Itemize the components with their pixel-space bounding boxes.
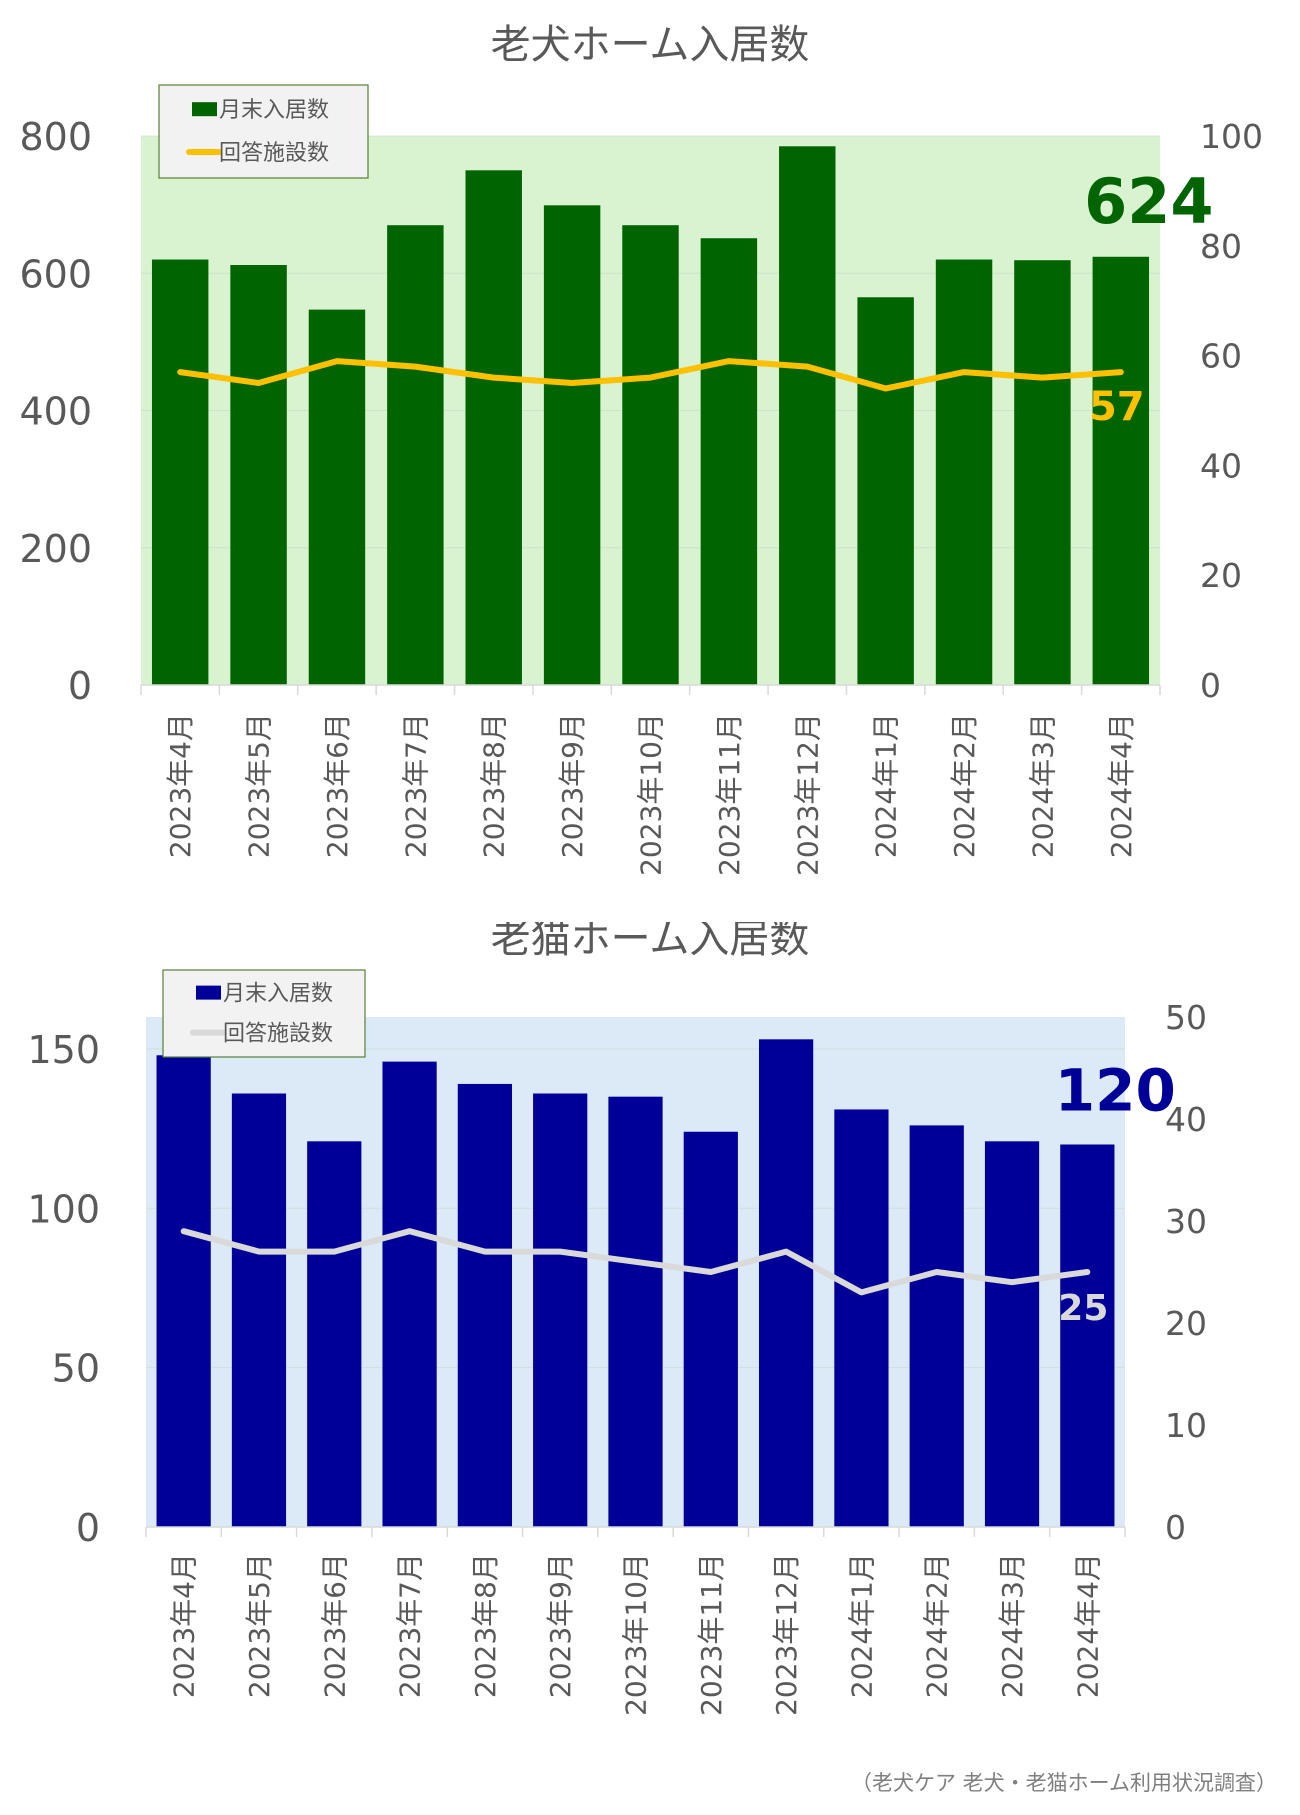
x-axis-tick-label: 2023年8月 (478, 713, 511, 858)
bar-6 (543, 205, 601, 685)
legend-swatch-bar (196, 985, 221, 1000)
bar-2 (231, 1093, 287, 1527)
legend-label-line: 回答施設数 (219, 141, 329, 166)
bar-13 (1060, 1144, 1115, 1527)
x-axis-tick-label: 2024年2月 (921, 1553, 954, 1698)
bar-8 (700, 238, 758, 685)
x-axis-tick-label: 2023年6月 (321, 713, 354, 858)
x-axis-tick-label: 2023年12月 (791, 713, 824, 876)
x-axis-tick-label: 2023年11月 (695, 1553, 728, 1716)
left-axis-tick-label: 400 (19, 390, 92, 434)
legend-label-line: 回答施設数 (223, 1022, 333, 1047)
left-axis-tick-label: 0 (76, 1506, 100, 1550)
left-axis-tick-label: 800 (19, 115, 92, 159)
chart-title: 老犬ホーム入居数 (491, 22, 810, 68)
dog-home-chart: 老犬ホーム入居数 0 200 400 600 800 0 20 40 60 80 100 2023年4月… (19, 22, 1263, 876)
bar-12 (984, 1141, 1040, 1527)
left-axis-tick-label: 0 (68, 664, 92, 708)
x-axis-tick-label: 2024年1月 (870, 713, 903, 858)
right-axis-tick-label: 80 (1200, 227, 1242, 266)
right-axis-tick-label: 0 (1200, 666, 1221, 705)
bar-11 (909, 1125, 964, 1527)
bar-3 (307, 1141, 362, 1527)
x-axis-tick-label: 2023年5月 (243, 1553, 276, 1698)
right-axis-tick-label: 10 (1165, 1406, 1207, 1445)
x-axis-tick-label: 2024年2月 (948, 713, 981, 858)
x-axis-tick-label: 2023年10月 (620, 1553, 653, 1716)
bar-2 (230, 265, 287, 685)
bar-10 (834, 1109, 889, 1527)
bar-5 (465, 170, 522, 685)
right-axis-tick-label: 20 (1200, 556, 1242, 595)
legend-box (162, 969, 366, 1058)
right-axis-tick-label: 20 (1165, 1304, 1207, 1343)
x-axis-tick-label: 2023年8月 (469, 1553, 502, 1698)
chart-title: 老猫ホーム入居数 (491, 916, 810, 962)
bar-1 (151, 259, 209, 685)
bar-9 (779, 146, 836, 685)
bar-9 (759, 1039, 814, 1527)
cat-home-chart: 老猫ホーム入居数 0 50 100 150 0 10 20 30 40 50 2023年4月 2023年… (27, 916, 1207, 1716)
x-axis-tick-label: 2024年1月 (845, 1553, 878, 1698)
right-axis-tick-label: 40 (1165, 1100, 1207, 1139)
bar-4 (382, 1061, 437, 1527)
last-line-data-label: 57 (1089, 384, 1145, 430)
x-axis-tick-label: 2023年4月 (168, 1553, 201, 1698)
last-bar-data-label: 624 (1084, 165, 1213, 238)
legend-label-bar: 月末入居数 (223, 982, 333, 1007)
x-axis-tick-label: 2023年10月 (635, 713, 668, 876)
last-bar-data-label: 120 (1055, 1057, 1176, 1125)
x-axis-tick-label: 2023年7月 (399, 713, 432, 858)
left-axis-tick-label: 200 (19, 527, 92, 571)
x-axis-tick-label: 2023年7月 (394, 1553, 427, 1698)
left-axis-tick-label: 100 (27, 1187, 100, 1231)
x-axis-tick-label: 2024年3月 (996, 1553, 1029, 1698)
bar-5 (457, 1083, 512, 1527)
left-axis-tick-label: 50 (52, 1347, 100, 1391)
x-axis-tick-label: 2024年3月 (1026, 713, 1059, 858)
bar-10 (857, 297, 914, 685)
right-axis-tick-label: 0 (1165, 1508, 1186, 1547)
x-axis-tick-label: 2024年4月 (1105, 713, 1138, 858)
x-axis-tick-label: 2023年6月 (318, 1553, 351, 1698)
right-axis-tick-label: 100 (1200, 117, 1263, 156)
x-axis-tick-label: 2023年5月 (243, 713, 276, 858)
x-axis-tick-label: 2023年11月 (713, 713, 746, 876)
bar-11 (935, 259, 993, 685)
bar-7 (608, 1096, 663, 1527)
bar-3 (308, 309, 366, 685)
right-axis-tick-label: 30 (1165, 1202, 1207, 1241)
bar-13 (1092, 256, 1150, 685)
bar-7 (622, 225, 679, 685)
x-axis-tick-label: 2023年9月 (556, 713, 589, 858)
x-axis-tick-label: 2023年4月 (164, 713, 197, 858)
bar-4 (387, 225, 444, 685)
x-axis-tick-label: 2023年12月 (770, 1553, 803, 1716)
legend-label-bar: 月末入居数 (219, 98, 329, 123)
legend-box (158, 84, 369, 179)
left-axis-tick-label: 600 (19, 252, 92, 296)
bar-8 (683, 1131, 738, 1527)
bar-12 (1014, 260, 1071, 685)
right-axis-tick-label: 40 (1200, 446, 1242, 485)
x-axis-tick-label: 2024年4月 (1071, 1553, 1104, 1698)
last-line-data-label: 25 (1058, 1288, 1108, 1329)
bar-1 (156, 1055, 211, 1527)
right-axis-tick-label: 50 (1165, 998, 1207, 1037)
source-footer: （老犬ケア 老犬・老猫ホーム利用状況調査） (851, 1771, 1277, 1795)
left-axis-tick-label: 150 (27, 1028, 100, 1072)
legend-swatch-bar (192, 102, 217, 117)
right-axis-tick-label: 60 (1200, 337, 1242, 376)
x-axis-tick-label: 2023年9月 (544, 1553, 577, 1698)
bar-6 (533, 1093, 588, 1527)
